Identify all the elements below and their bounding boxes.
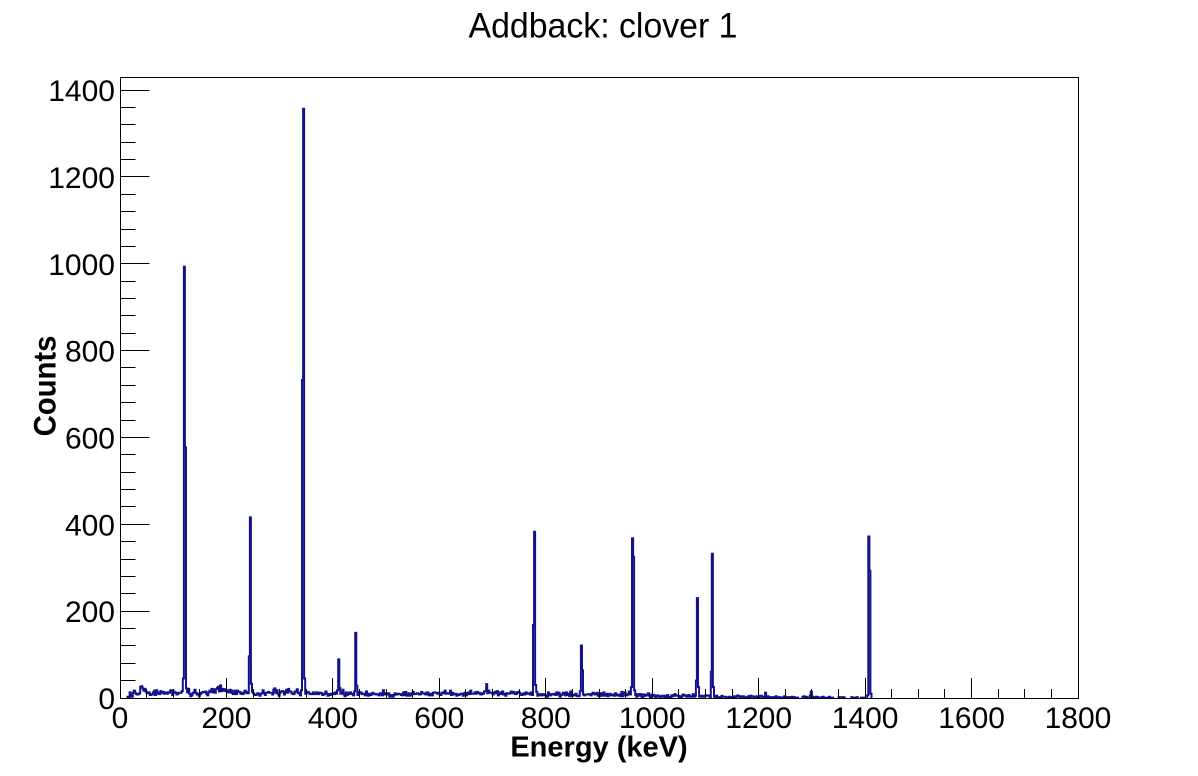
- svg-text:1400: 1400: [48, 75, 115, 108]
- svg-text:Addback: clover 1: Addback: clover 1: [469, 6, 738, 46]
- svg-text:1800: 1800: [1045, 702, 1112, 735]
- svg-text:600: 600: [414, 702, 464, 735]
- svg-text:1600: 1600: [938, 702, 1005, 735]
- svg-text:1200: 1200: [725, 702, 792, 735]
- svg-text:800: 800: [521, 702, 571, 735]
- svg-text:400: 400: [308, 702, 358, 735]
- svg-text:1000: 1000: [48, 249, 115, 282]
- svg-text:1400: 1400: [832, 702, 899, 735]
- svg-text:200: 200: [201, 702, 251, 735]
- svg-text:Energy (keV): Energy (keV): [510, 732, 687, 764]
- svg-text:0: 0: [98, 683, 115, 716]
- svg-text:1000: 1000: [619, 702, 686, 735]
- svg-text:Counts: Counts: [28, 336, 63, 437]
- svg-text:400: 400: [65, 509, 115, 542]
- svg-text:1200: 1200: [48, 162, 115, 195]
- svg-text:800: 800: [65, 336, 115, 369]
- svg-text:200: 200: [65, 596, 115, 629]
- svg-text:600: 600: [65, 423, 115, 456]
- svg-text:0: 0: [112, 702, 129, 735]
